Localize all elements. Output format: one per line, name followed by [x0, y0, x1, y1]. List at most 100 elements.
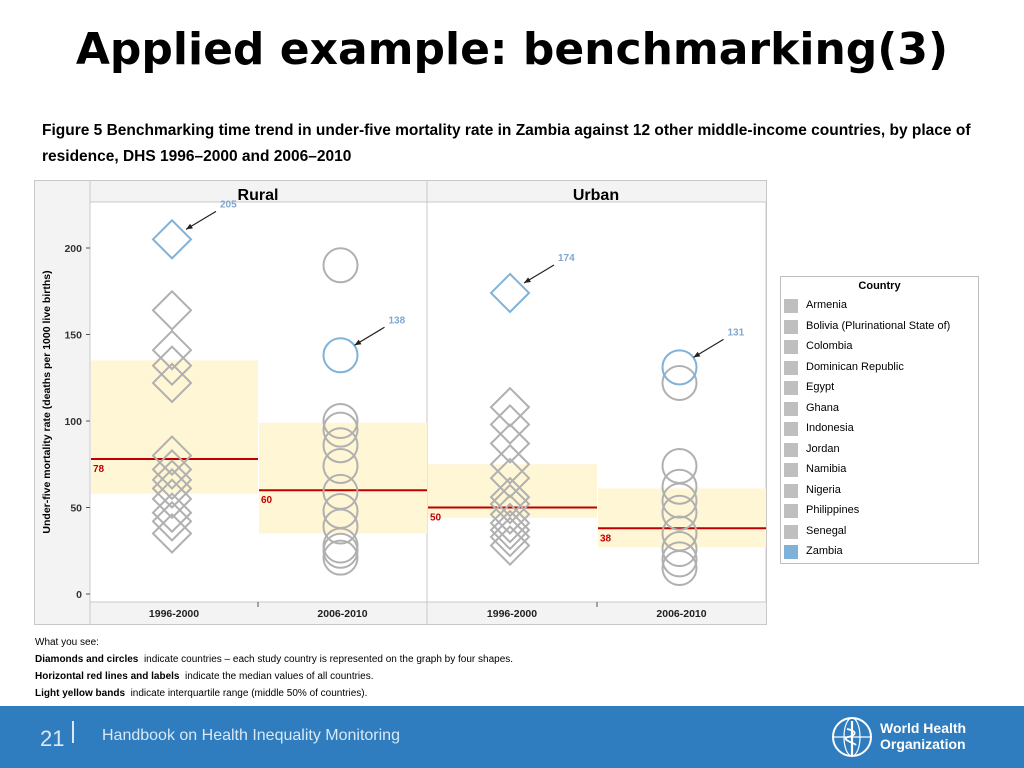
- zambia-marker: [489, 272, 531, 314]
- legend-swatch: [784, 463, 798, 477]
- legend-item: Armenia: [781, 296, 978, 317]
- page-number: 21: [40, 726, 65, 751]
- zambia-marker: [151, 218, 193, 260]
- country-marker: [322, 492, 359, 529]
- median-label: 50: [430, 513, 442, 524]
- footer-title: Handbook on Health Inequality Monitoring: [102, 727, 400, 744]
- legend-label: Indonesia: [806, 422, 854, 434]
- country-marker: [322, 539, 359, 576]
- page-number-separator: [72, 721, 74, 743]
- iqr-band: [428, 464, 597, 518]
- zambia-arrowhead: [354, 339, 362, 346]
- country-marker: [661, 515, 698, 552]
- zambia-marker: [322, 337, 359, 374]
- y-axis-label: Under-five mortality rate (deaths per 10…: [41, 270, 53, 533]
- notes-line-2: Horizontal red lines and labels indicate…: [35, 671, 374, 682]
- iqr-band: [259, 422, 427, 534]
- x-category-label: 2006-2010: [656, 608, 706, 620]
- legend-label: Ghana: [806, 401, 840, 414]
- legend-label: Namibia: [806, 463, 847, 475]
- notes-header: What you see:: [35, 637, 99, 648]
- legend: Country Armenia Bolivia (Plurinational St…: [780, 276, 979, 564]
- zambia-arrowhead: [524, 277, 531, 283]
- country-marker: [661, 364, 698, 401]
- legend-swatch: [784, 422, 798, 436]
- country-marker: [489, 476, 531, 518]
- y-tick-label: 200: [64, 243, 82, 255]
- country-marker: [489, 483, 531, 525]
- legend-item: Colombia: [781, 337, 978, 358]
- country-marker: [661, 494, 698, 531]
- slide-title: Applied example: benchmarking(3): [75, 24, 949, 75]
- y-tick-label: 50: [70, 503, 82, 515]
- median-label: 60: [261, 495, 273, 506]
- legend-label: Nigeria: [806, 483, 841, 496]
- benchmark-chart: Rural Urban Under-five mortality rate (d…: [34, 180, 767, 625]
- x-category-label: 2006-2010: [317, 608, 367, 620]
- legend-label: Zambia: [806, 545, 843, 557]
- legend-swatch: [784, 524, 798, 539]
- legend-swatch: [784, 545, 798, 559]
- country-marker: [661, 541, 698, 578]
- legend-swatch: [784, 483, 798, 498]
- legend-swatch: [784, 319, 798, 334]
- figure-caption: Figure 5 Benchmarking time trend in unde…: [42, 122, 971, 165]
- country-marker: [489, 423, 531, 464]
- country-marker: [661, 447, 698, 484]
- x-category-label: 1996-2000: [149, 608, 199, 620]
- zambia-arrowhead: [693, 351, 701, 358]
- legend-label: Armenia: [806, 299, 847, 311]
- zambia-marker: [661, 349, 698, 386]
- legend-item: Namibia: [781, 460, 978, 481]
- country-marker: [489, 502, 531, 544]
- country-marker: [151, 289, 193, 331]
- country-marker: [322, 427, 359, 464]
- median-label: 78: [93, 464, 105, 475]
- legend-swatch: [784, 381, 798, 395]
- legend-list: Armenia Bolivia (Plurinational State of) C…: [781, 296, 978, 563]
- legend-item: Jordan: [781, 440, 978, 461]
- country-marker: [151, 500, 193, 542]
- country-marker: [489, 443, 531, 485]
- legend-label: Colombia: [806, 340, 853, 352]
- legend-item: Ghana: [781, 399, 978, 420]
- country-marker: [151, 468, 193, 509]
- zambia-value-label: 138: [389, 315, 406, 326]
- legend-swatch: [784, 504, 798, 518]
- y-tick-label: 0: [76, 589, 82, 601]
- country-marker: [151, 478, 193, 520]
- legend-item: Dominican Republic: [781, 358, 978, 379]
- legend-label: Senegal: [806, 524, 847, 537]
- country-marker: [322, 447, 359, 484]
- iqr-band: [91, 360, 258, 494]
- footer-bar: 21 Handbook on Health Inequality Monitor…: [0, 706, 1024, 768]
- y-tick-label: 150: [64, 330, 82, 342]
- country-marker: [489, 509, 531, 551]
- legend-swatch: [784, 360, 798, 375]
- zambia-value-label: 131: [728, 327, 745, 338]
- country-marker: [151, 459, 193, 501]
- zambia-arrowhead: [186, 223, 193, 230]
- x-category-label: 1996-2000: [487, 608, 537, 620]
- notes-line-1: Diamonds and circles indicate countries …: [35, 654, 514, 665]
- country-marker: [489, 404, 531, 445]
- country-marker: [151, 329, 193, 371]
- legend-swatch: [784, 401, 798, 416]
- legend-item: Zambia: [781, 542, 978, 563]
- country-marker: [661, 468, 698, 505]
- chart-notes: What you see: Diamonds and circles indic…: [35, 634, 513, 702]
- legend-swatch: [784, 299, 798, 313]
- who-emblem-icon: [832, 717, 872, 757]
- legend-label: Philippines: [806, 504, 860, 516]
- median-label: 38: [600, 533, 612, 544]
- zambia-value-label: 205: [220, 199, 237, 210]
- legend-item: Philippines: [781, 501, 978, 522]
- country-marker: [489, 494, 531, 535]
- plot-layer: 0 50 100 150 200 78 1996-2000 205 60 2006-2010 138…: [64, 199, 766, 620]
- country-marker: [151, 345, 193, 387]
- legend-swatch: [784, 340, 798, 354]
- legend-item: Indonesia: [781, 419, 978, 440]
- legend-item: Senegal: [781, 522, 978, 543]
- legend-label: Dominican Republic: [806, 360, 904, 373]
- panel-title-rural: Rural: [238, 187, 279, 204]
